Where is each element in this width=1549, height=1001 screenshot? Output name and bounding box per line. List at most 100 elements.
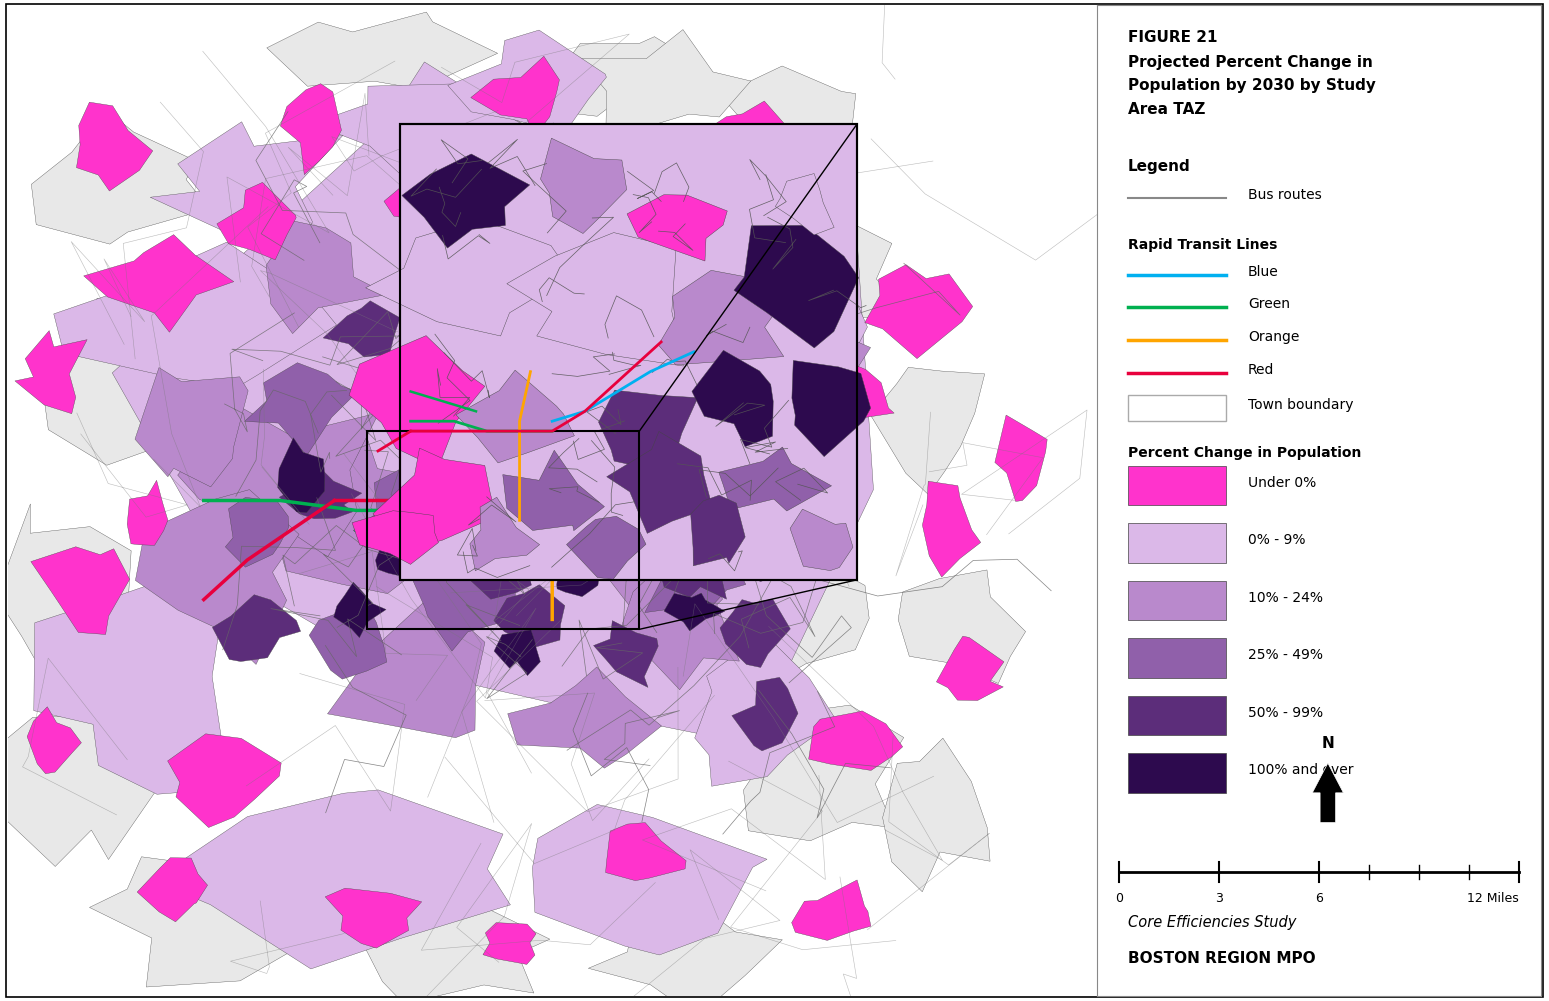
Polygon shape [598, 390, 697, 470]
Bar [367, 431, 640, 630]
Polygon shape [135, 367, 248, 486]
Polygon shape [716, 252, 867, 372]
Polygon shape [864, 264, 973, 358]
Text: 12 Miles: 12 Miles [1467, 892, 1520, 905]
Polygon shape [627, 195, 728, 261]
Polygon shape [310, 611, 387, 679]
Polygon shape [54, 242, 336, 387]
Text: Bus routes: Bus routes [1248, 188, 1321, 202]
Text: 6: 6 [1315, 892, 1323, 905]
Polygon shape [726, 568, 869, 686]
Polygon shape [409, 403, 505, 480]
Polygon shape [152, 790, 511, 969]
Text: Projected Percent Change in: Projected Percent Change in [1128, 55, 1372, 69]
Polygon shape [494, 585, 565, 648]
Polygon shape [573, 415, 666, 510]
Polygon shape [533, 805, 767, 955]
Polygon shape [883, 738, 990, 892]
Text: Percent Change in Population: Percent Change in Population [1128, 446, 1362, 460]
Polygon shape [545, 462, 694, 625]
Polygon shape [697, 101, 787, 167]
Polygon shape [646, 411, 691, 491]
Polygon shape [279, 463, 362, 519]
Polygon shape [387, 367, 449, 442]
Text: BOSTON REGION MPO: BOSTON REGION MPO [1128, 951, 1315, 966]
Polygon shape [691, 495, 745, 566]
Polygon shape [471, 56, 559, 135]
Text: N: N [1321, 736, 1334, 751]
Polygon shape [90, 857, 304, 987]
Polygon shape [455, 522, 533, 600]
Polygon shape [410, 545, 527, 651]
Polygon shape [898, 570, 1025, 684]
Polygon shape [536, 37, 713, 116]
Polygon shape [503, 450, 604, 531]
Polygon shape [150, 122, 342, 246]
Text: Population by 2030 by Study: Population by 2030 by Study [1128, 78, 1376, 93]
Polygon shape [167, 734, 282, 828]
Bar [1128, 581, 1225, 621]
Polygon shape [225, 497, 288, 568]
Polygon shape [245, 362, 358, 455]
Polygon shape [449, 232, 491, 303]
Polygon shape [127, 480, 167, 546]
Polygon shape [739, 482, 815, 582]
Polygon shape [579, 30, 751, 129]
Polygon shape [500, 448, 615, 556]
Polygon shape [830, 362, 894, 436]
Polygon shape [606, 823, 686, 881]
Polygon shape [443, 495, 511, 573]
Polygon shape [268, 426, 455, 594]
Polygon shape [483, 923, 536, 964]
Polygon shape [277, 437, 325, 513]
Polygon shape [0, 716, 167, 867]
Polygon shape [471, 254, 610, 387]
Polygon shape [734, 225, 858, 348]
Polygon shape [751, 419, 812, 467]
Polygon shape [486, 440, 606, 560]
Polygon shape [112, 62, 874, 745]
Polygon shape [792, 360, 871, 456]
Polygon shape [620, 542, 739, 690]
Polygon shape [593, 621, 658, 688]
Polygon shape [469, 497, 539, 571]
Polygon shape [516, 155, 632, 271]
Polygon shape [589, 899, 782, 1001]
Polygon shape [333, 583, 386, 638]
Polygon shape [644, 525, 745, 613]
Polygon shape [665, 593, 725, 631]
Polygon shape [428, 343, 479, 413]
Text: Area TAZ: Area TAZ [1128, 102, 1205, 117]
Polygon shape [406, 337, 547, 543]
Polygon shape [565, 518, 643, 574]
Text: 10% - 24%: 10% - 24% [1248, 591, 1323, 605]
Polygon shape [937, 637, 1004, 701]
Polygon shape [479, 389, 544, 456]
Polygon shape [745, 318, 875, 438]
Polygon shape [28, 707, 82, 774]
Text: 0: 0 [1115, 892, 1123, 905]
Polygon shape [607, 431, 713, 534]
Polygon shape [327, 595, 485, 738]
Polygon shape [384, 161, 449, 233]
Polygon shape [657, 515, 726, 600]
Polygon shape [706, 485, 751, 555]
Polygon shape [599, 151, 674, 206]
Polygon shape [994, 415, 1047, 502]
Polygon shape [658, 270, 795, 364]
Polygon shape [809, 711, 903, 771]
Polygon shape [84, 234, 234, 332]
Polygon shape [720, 66, 855, 168]
Bar [1128, 753, 1225, 793]
Polygon shape [15, 330, 87, 413]
Polygon shape [455, 370, 575, 462]
Polygon shape [714, 216, 900, 318]
Text: FIGURE 21: FIGURE 21 [1128, 30, 1218, 45]
Text: Under 0%: Under 0% [1248, 475, 1317, 489]
Polygon shape [606, 357, 759, 470]
Text: 3: 3 [1214, 892, 1222, 905]
Text: Rapid Transit Lines: Rapid Transit Lines [1128, 238, 1278, 252]
Polygon shape [31, 109, 209, 244]
Text: Red: Red [1248, 362, 1275, 376]
Polygon shape [736, 369, 858, 536]
